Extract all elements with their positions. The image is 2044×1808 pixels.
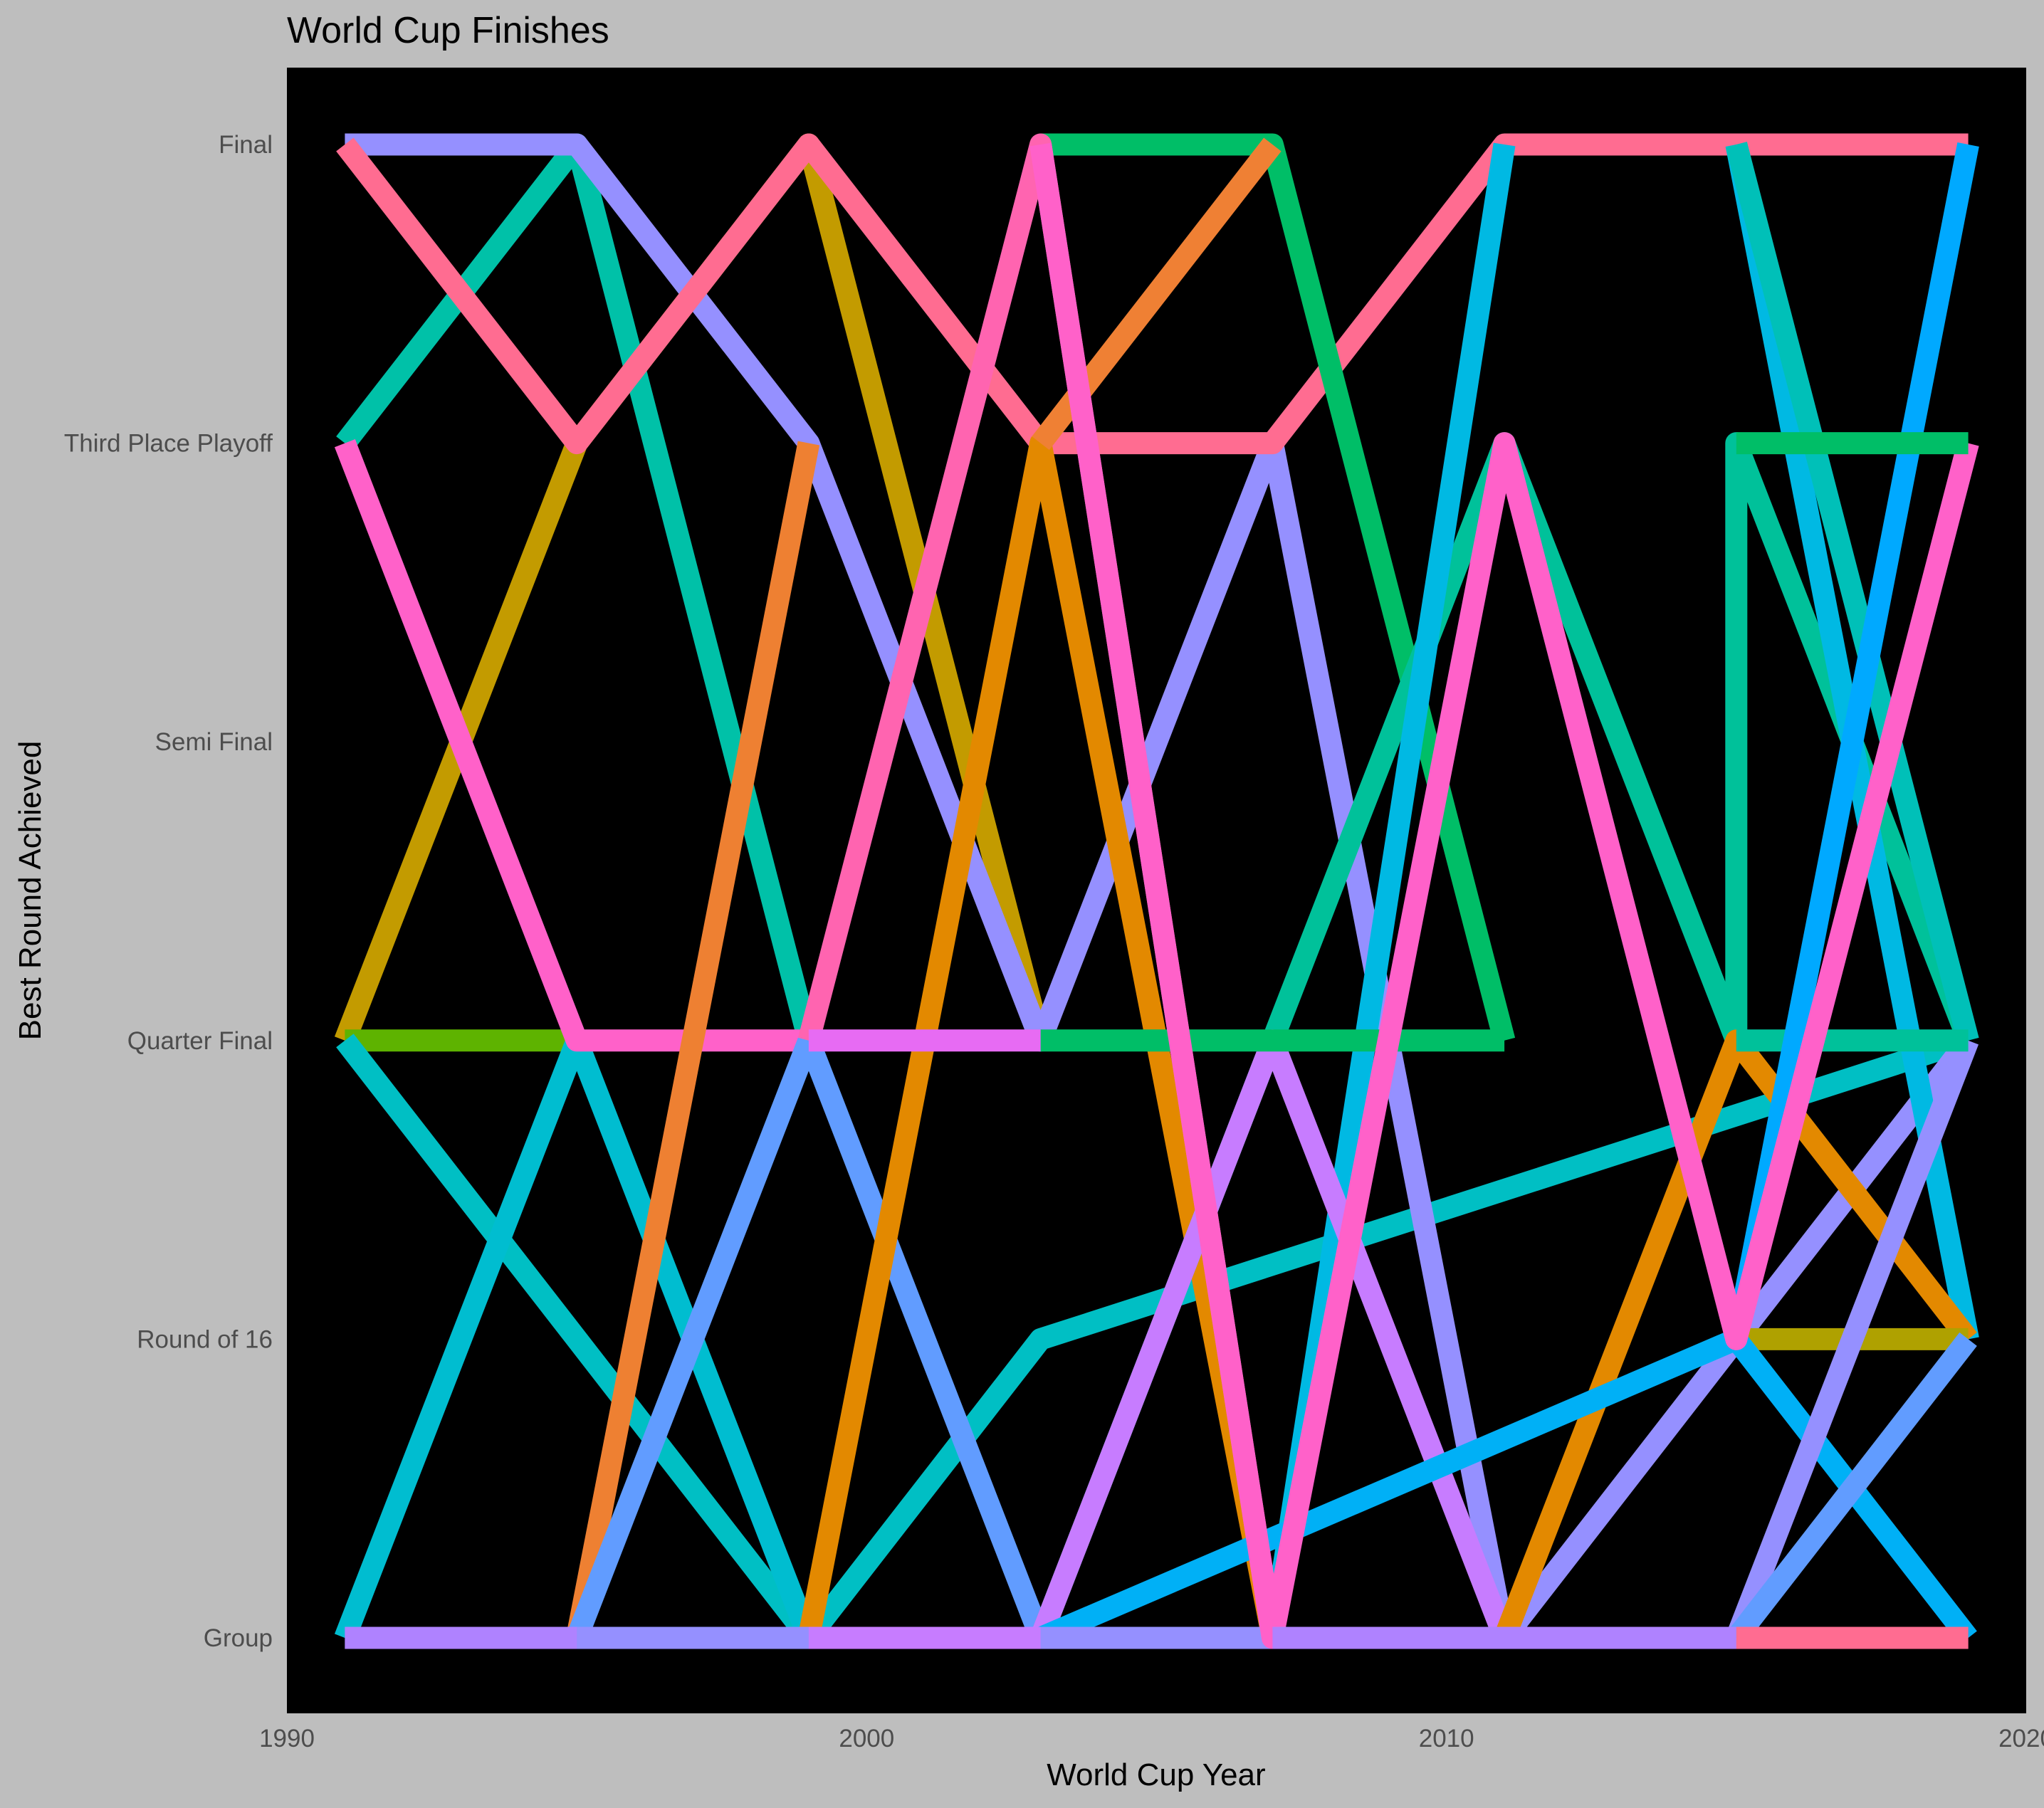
series-line-29 <box>1725 142 1979 1342</box>
y-axis-title: Best Round Achieved <box>13 741 48 1041</box>
x-tick-label: 2010 <box>1419 1725 1474 1752</box>
y-tick-label: Semi Final <box>155 728 273 756</box>
x-axis-title: World Cup Year <box>1047 1757 1265 1792</box>
x-tick-label: 2020 <box>1998 1725 2044 1752</box>
chart-title: World Cup Finishes <box>287 10 609 51</box>
x-tick-labels: 1990 2000 2010 2020 <box>259 1725 2044 1752</box>
series-line-9 <box>334 438 809 1052</box>
series-line-10 <box>565 441 820 1640</box>
y-tick-label: Round of 16 <box>137 1325 273 1353</box>
y-tick-label: Group <box>204 1624 273 1652</box>
series-layer <box>334 133 1979 1649</box>
series-line-7 <box>345 133 1977 1649</box>
y-tick-label: Final <box>219 131 273 159</box>
series-line-30 <box>1029 142 1979 1649</box>
x-tick-label: 1990 <box>259 1725 315 1752</box>
series-line-4 <box>336 1034 818 1645</box>
y-tick-label: Third Place Playoff <box>64 430 273 458</box>
y-tick-labels: Group Round of 16 Quarter Final Semi Final T… <box>64 131 273 1652</box>
series-line-6 <box>800 1030 1972 1645</box>
series-line-25 <box>1725 142 1979 1044</box>
series-line-8 <box>336 133 1969 455</box>
x-tick-label: 2000 <box>839 1725 894 1752</box>
y-tick-label: Quarter Final <box>127 1027 273 1055</box>
series-line-28 <box>1727 1332 1977 1645</box>
